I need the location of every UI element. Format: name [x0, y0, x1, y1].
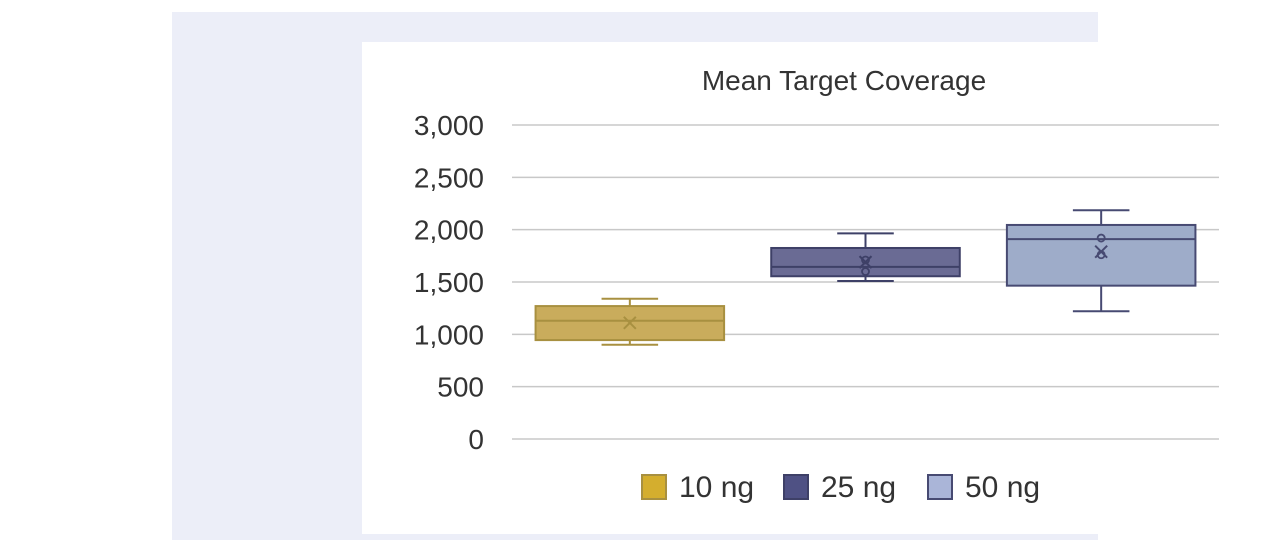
box-2 — [1005, 209, 1197, 313]
boxes — [534, 209, 1197, 346]
data-point — [1096, 233, 1106, 243]
legend-label: 10 ng — [679, 471, 754, 504]
legend-label: 25 ng — [821, 471, 896, 504]
y-tick-label: 1,500 — [414, 267, 484, 298]
chart-title: Mean Target Coverage — [702, 65, 986, 96]
data-point — [861, 267, 870, 276]
legend-swatch — [641, 474, 667, 500]
y-tick-label: 2,500 — [414, 162, 484, 193]
data-point — [1096, 250, 1106, 260]
legend-item: 10 ng — [641, 471, 754, 504]
box-plot-chart: Mean Target Coverage 0 500 1,000 1,500 2,000… — [414, 65, 1219, 504]
mean-marker — [623, 316, 637, 330]
mean-marker — [858, 255, 873, 269]
y-tick-label: 0 — [468, 424, 484, 455]
legend-swatch — [783, 474, 809, 500]
legend: 10 ng 25 ng 50 ng — [641, 471, 1040, 504]
legend-label: 50 ng — [965, 471, 1040, 504]
y-tick-label: 2,000 — [414, 215, 484, 246]
y-axis-tick-labels: 0 500 1,000 1,500 2,000 2,500 3,000 — [414, 110, 484, 455]
y-tick-label: 3,000 — [414, 110, 484, 141]
box-1 — [770, 232, 961, 282]
y-tick-label: 1,000 — [414, 319, 484, 350]
y-tick-label: 500 — [437, 372, 484, 403]
chart-frame: Mean Target Coverage 0 500 1,000 1,500 2,000… — [172, 12, 1252, 540]
chart-panel: Mean Target Coverage 0 500 1,000 1,500 2,000… — [362, 42, 1252, 534]
legend-item: 50 ng — [927, 471, 1040, 504]
legend-item: 25 ng — [783, 471, 896, 504]
legend-swatch — [927, 474, 953, 500]
box-0 — [534, 297, 726, 346]
data-point — [861, 255, 870, 265]
